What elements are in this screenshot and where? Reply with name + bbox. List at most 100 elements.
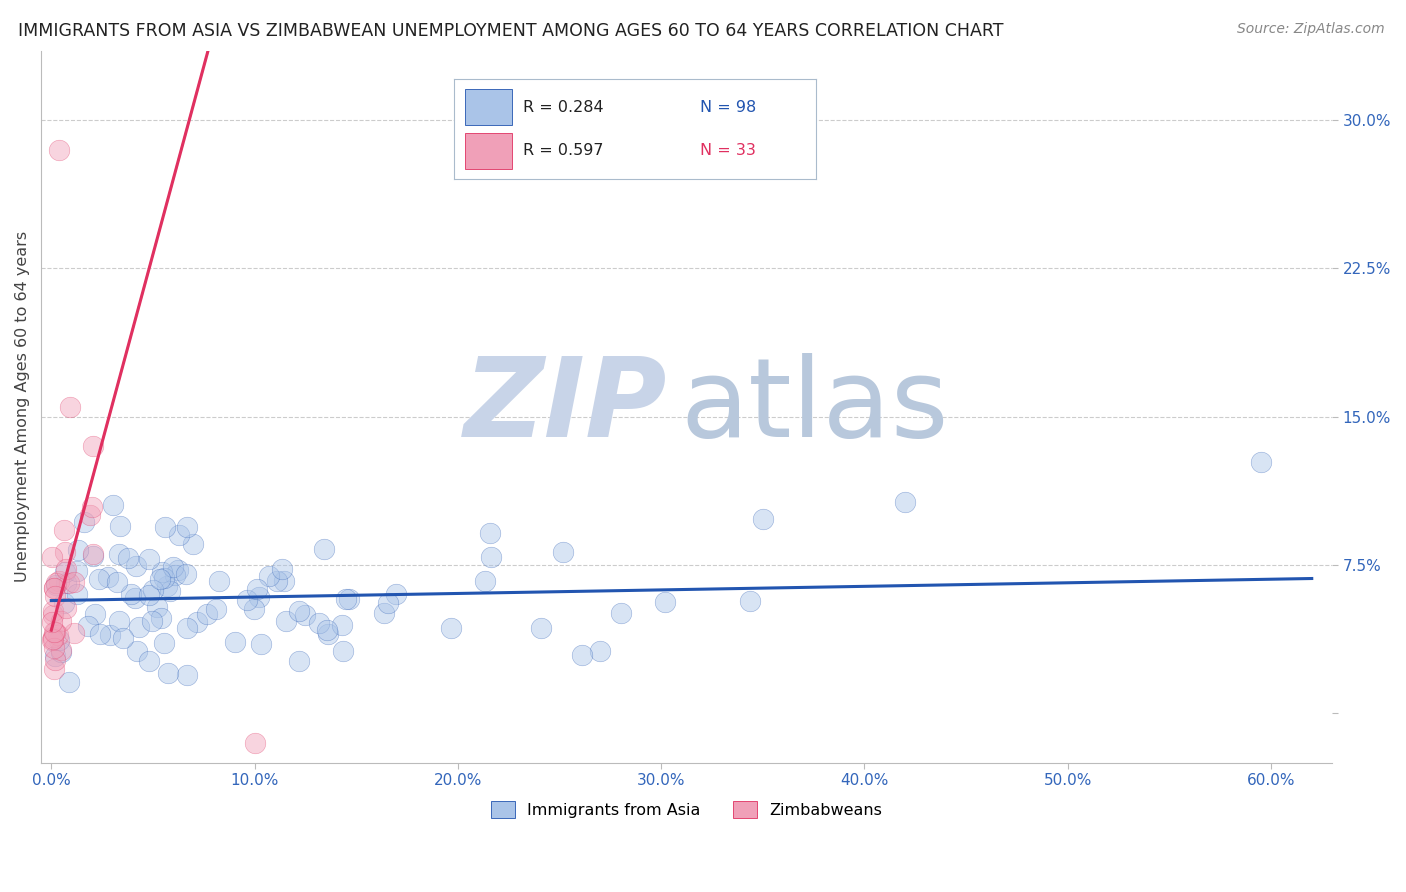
Point — [337, 591, 360, 606]
Point — [335, 592, 357, 607]
Point — [479, 526, 502, 541]
Point — [120, 587, 142, 601]
Point — [97, 570, 120, 584]
Point — [287, 604, 309, 618]
Point — [157, 666, 180, 681]
Point — [146, 599, 169, 614]
Point — [80, 500, 103, 515]
Point — [45, 578, 67, 592]
Point — [589, 644, 612, 658]
Point — [204, 602, 226, 616]
Point — [153, 520, 176, 534]
Point — [67, 542, 90, 557]
Point — [314, 542, 336, 557]
Point — [58, 400, 80, 414]
Point — [138, 654, 160, 668]
Point — [153, 636, 176, 650]
Y-axis label: Unemployment Among Ages 60 to 64 years: Unemployment Among Ages 60 to 64 years — [15, 231, 30, 582]
Point — [385, 587, 408, 601]
Point — [84, 607, 107, 621]
Point — [108, 547, 131, 561]
Point — [224, 635, 246, 649]
Point — [63, 575, 86, 590]
Point — [332, 617, 354, 632]
Point — [271, 562, 294, 576]
Point — [42, 581, 65, 595]
Point — [82, 439, 104, 453]
Point — [162, 559, 184, 574]
Point — [236, 593, 259, 607]
Point — [112, 631, 135, 645]
Point — [181, 537, 204, 551]
Point — [44, 641, 66, 656]
Point — [156, 579, 179, 593]
Point — [66, 564, 89, 578]
Point — [150, 565, 173, 579]
Point — [58, 575, 80, 590]
Point — [142, 582, 165, 597]
Point — [440, 621, 463, 635]
Point — [55, 562, 77, 576]
Point — [46, 628, 69, 642]
Point — [44, 589, 66, 603]
Point — [247, 591, 270, 605]
Point — [276, 614, 298, 628]
Point — [186, 615, 208, 629]
Point — [66, 586, 89, 600]
Point — [125, 643, 148, 657]
Point — [42, 581, 65, 595]
Point — [474, 574, 496, 589]
Point — [243, 736, 266, 750]
Point — [124, 591, 146, 606]
Point — [48, 632, 70, 647]
Point — [257, 569, 280, 583]
Point — [159, 583, 181, 598]
Point — [128, 620, 150, 634]
Point — [176, 667, 198, 681]
Point — [266, 574, 288, 588]
Point — [52, 596, 75, 610]
Point — [149, 572, 172, 586]
Point — [42, 662, 65, 676]
Point — [42, 632, 65, 647]
Point — [150, 611, 173, 625]
Point — [332, 644, 354, 658]
Point — [250, 637, 273, 651]
Point — [42, 624, 65, 639]
Text: IMMIGRANTS FROM ASIA VS ZIMBABWEAN UNEMPLOYMENT AMONG AGES 60 TO 64 YEARS CORREL: IMMIGRANTS FROM ASIA VS ZIMBABWEAN UNEMP… — [18, 22, 1004, 40]
Point — [288, 654, 311, 668]
Point — [553, 545, 575, 559]
Text: atlas: atlas — [681, 353, 949, 460]
Point — [42, 630, 65, 644]
Point — [125, 559, 148, 574]
Point — [273, 574, 295, 589]
Point — [73, 516, 96, 530]
Point — [41, 549, 63, 564]
Point — [117, 551, 139, 566]
Point — [176, 621, 198, 635]
Point — [53, 523, 76, 537]
Point — [89, 627, 111, 641]
Point — [44, 653, 66, 667]
Point — [41, 604, 63, 618]
Point — [308, 615, 330, 630]
Point — [373, 606, 395, 620]
Point — [208, 574, 231, 589]
Point — [51, 645, 73, 659]
Point — [654, 594, 676, 608]
Point — [55, 576, 77, 591]
Point — [246, 582, 269, 596]
Point — [82, 549, 104, 563]
Point — [138, 551, 160, 566]
Point — [48, 574, 70, 588]
Point — [176, 566, 198, 581]
Point — [44, 649, 66, 664]
Legend: Immigrants from Asia, Zimbabweans: Immigrants from Asia, Zimbabweans — [482, 794, 890, 826]
Point — [49, 614, 72, 628]
Point — [141, 614, 163, 628]
Point — [195, 607, 218, 622]
Point — [42, 608, 65, 623]
Text: ZIP: ZIP — [464, 353, 668, 460]
Point — [105, 575, 128, 590]
Point — [377, 596, 399, 610]
